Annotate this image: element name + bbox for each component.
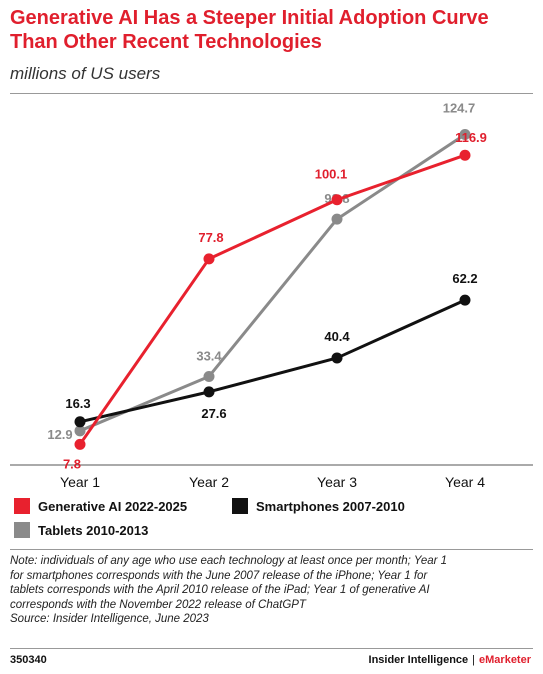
legend-item-tablets: Tablets 2010-2013 [14,522,148,538]
data-point-tablets [203,370,215,382]
brand-separator: | [472,654,476,666]
data-point-generative [74,438,86,450]
note-line: for smartphones corresponds with the Jun… [10,569,428,582]
footer-divider [10,648,533,649]
header-divider [10,93,533,94]
data-point-smartphones [74,416,86,428]
legend-swatch-tablets [14,522,30,538]
data-label-generative: 77.8 [198,230,223,245]
data-label-generative: 100.1 [315,167,348,182]
brand: Insider Intelligence | eMarketer [369,654,531,666]
legend-label-genai: Generative AI 2022-2025 [38,498,188,514]
data-label-tablets: 33.4 [196,348,222,363]
data-point-generative [459,149,471,161]
data-point-tablets [459,129,471,141]
note-line: Note: individuals of any age who use eac… [10,555,448,567]
data-label-tablets: 124.7 [443,101,476,116]
note-line: tablets corresponds with the April 2010 … [10,584,430,596]
note-divider [10,549,533,550]
data-point-smartphones [203,386,215,398]
legend-swatch-genai [14,498,30,514]
legend: Generative AI 2022-2025 Smartphones 2007… [14,498,534,548]
series-line-generative [78,153,466,446]
data-point-tablets [74,425,86,437]
x-tick-label: Year 3 [317,474,357,490]
chart-subtitle: millions of US users [10,64,161,83]
x-tick-label: Year 1 [60,474,100,490]
data-point-smartphones [331,352,343,364]
x-tick-label: Year 2 [189,474,229,490]
data-point-tablets [331,213,343,225]
legend-item-smartphones: Smartphones 2007-2010 [232,498,405,514]
brand-emarketer: eMarketer [479,654,531,666]
x-tick-label: Year 4 [445,474,485,490]
chart-id: 350340 [10,654,47,666]
legend-label-tablets: Tablets 2010-2013 [38,522,149,538]
legend-swatch-smartphones [232,498,248,514]
source-line: Source: Insider Intelligence, June 2023 [10,613,209,625]
note-line: corresponds with the November 2022 relea… [10,598,306,611]
data-point-generative [331,194,343,206]
data-point-generative [203,253,215,265]
series-line-tablets [79,133,466,433]
chart-title: Generative AI Has a Steeper Initial Adop… [10,7,489,53]
brand-insider-intelligence: Insider Intelligence [368,654,469,666]
data-label-generative: 7.8 [63,456,81,471]
data-label-smartphones: 40.4 [324,329,350,344]
note-text: Note: individuals of any age who use eac… [10,554,533,627]
legend-item-genai: Generative AI 2022-2025 [14,498,187,514]
data-label-smartphones: 16.3 [65,396,90,411]
data-label-smartphones: 62.2 [452,271,477,286]
series-line-smartphones [79,298,466,424]
data-point-smartphones [459,294,471,306]
data-label-tablets: 12.9 [47,427,72,442]
legend-label-smartphones: Smartphones 2007-2010 [256,498,405,514]
data-label-generative: 116.9 [455,130,487,145]
data-label-smartphones: 27.6 [201,406,226,421]
